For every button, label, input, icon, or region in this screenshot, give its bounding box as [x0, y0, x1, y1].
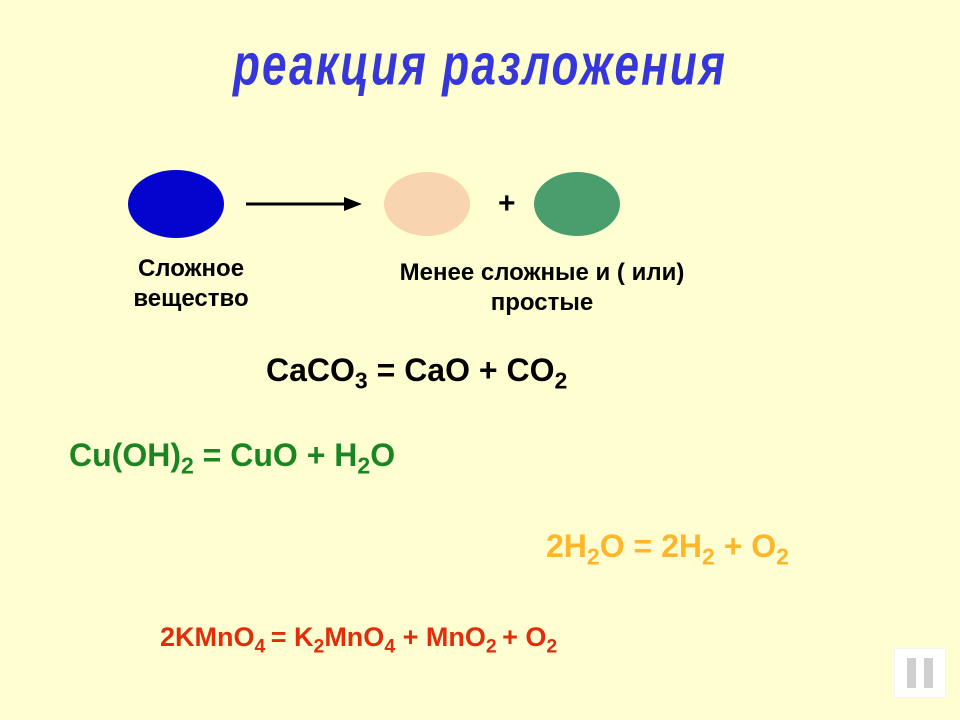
label-line: простые: [362, 288, 722, 318]
plus-sign: +: [498, 187, 516, 221]
slide-background: реакция разложения + Сложное вещество Ме…: [0, 0, 960, 720]
arrow-icon: [246, 194, 362, 214]
label-line: вещество: [106, 284, 276, 314]
slide-title: реакция разложения: [0, 31, 960, 98]
reactant-label: Сложное вещество: [106, 254, 276, 314]
equation-h2o: 2H2O = 2H2 + O2: [546, 528, 789, 565]
product-ellipse-1: [384, 172, 470, 236]
equation-cuoh2: Cu(OH)2 = CuO + H2O: [69, 437, 395, 474]
products-label: Менее сложные и ( или) простые: [362, 258, 722, 318]
equation-caco3: CaCO3 = CaO + CO2: [266, 352, 567, 389]
equation-kmno4: 2KMnO4 = K2MnO4 + MnO2 + O2: [160, 622, 557, 653]
reactant-ellipse: [128, 170, 224, 238]
product-ellipse-2: [534, 172, 620, 236]
label-line: Сложное: [106, 254, 276, 284]
watermark-icon: [894, 648, 946, 698]
label-line: Менее сложные и ( или): [362, 258, 722, 288]
decomposition-scheme: +: [128, 170, 620, 238]
